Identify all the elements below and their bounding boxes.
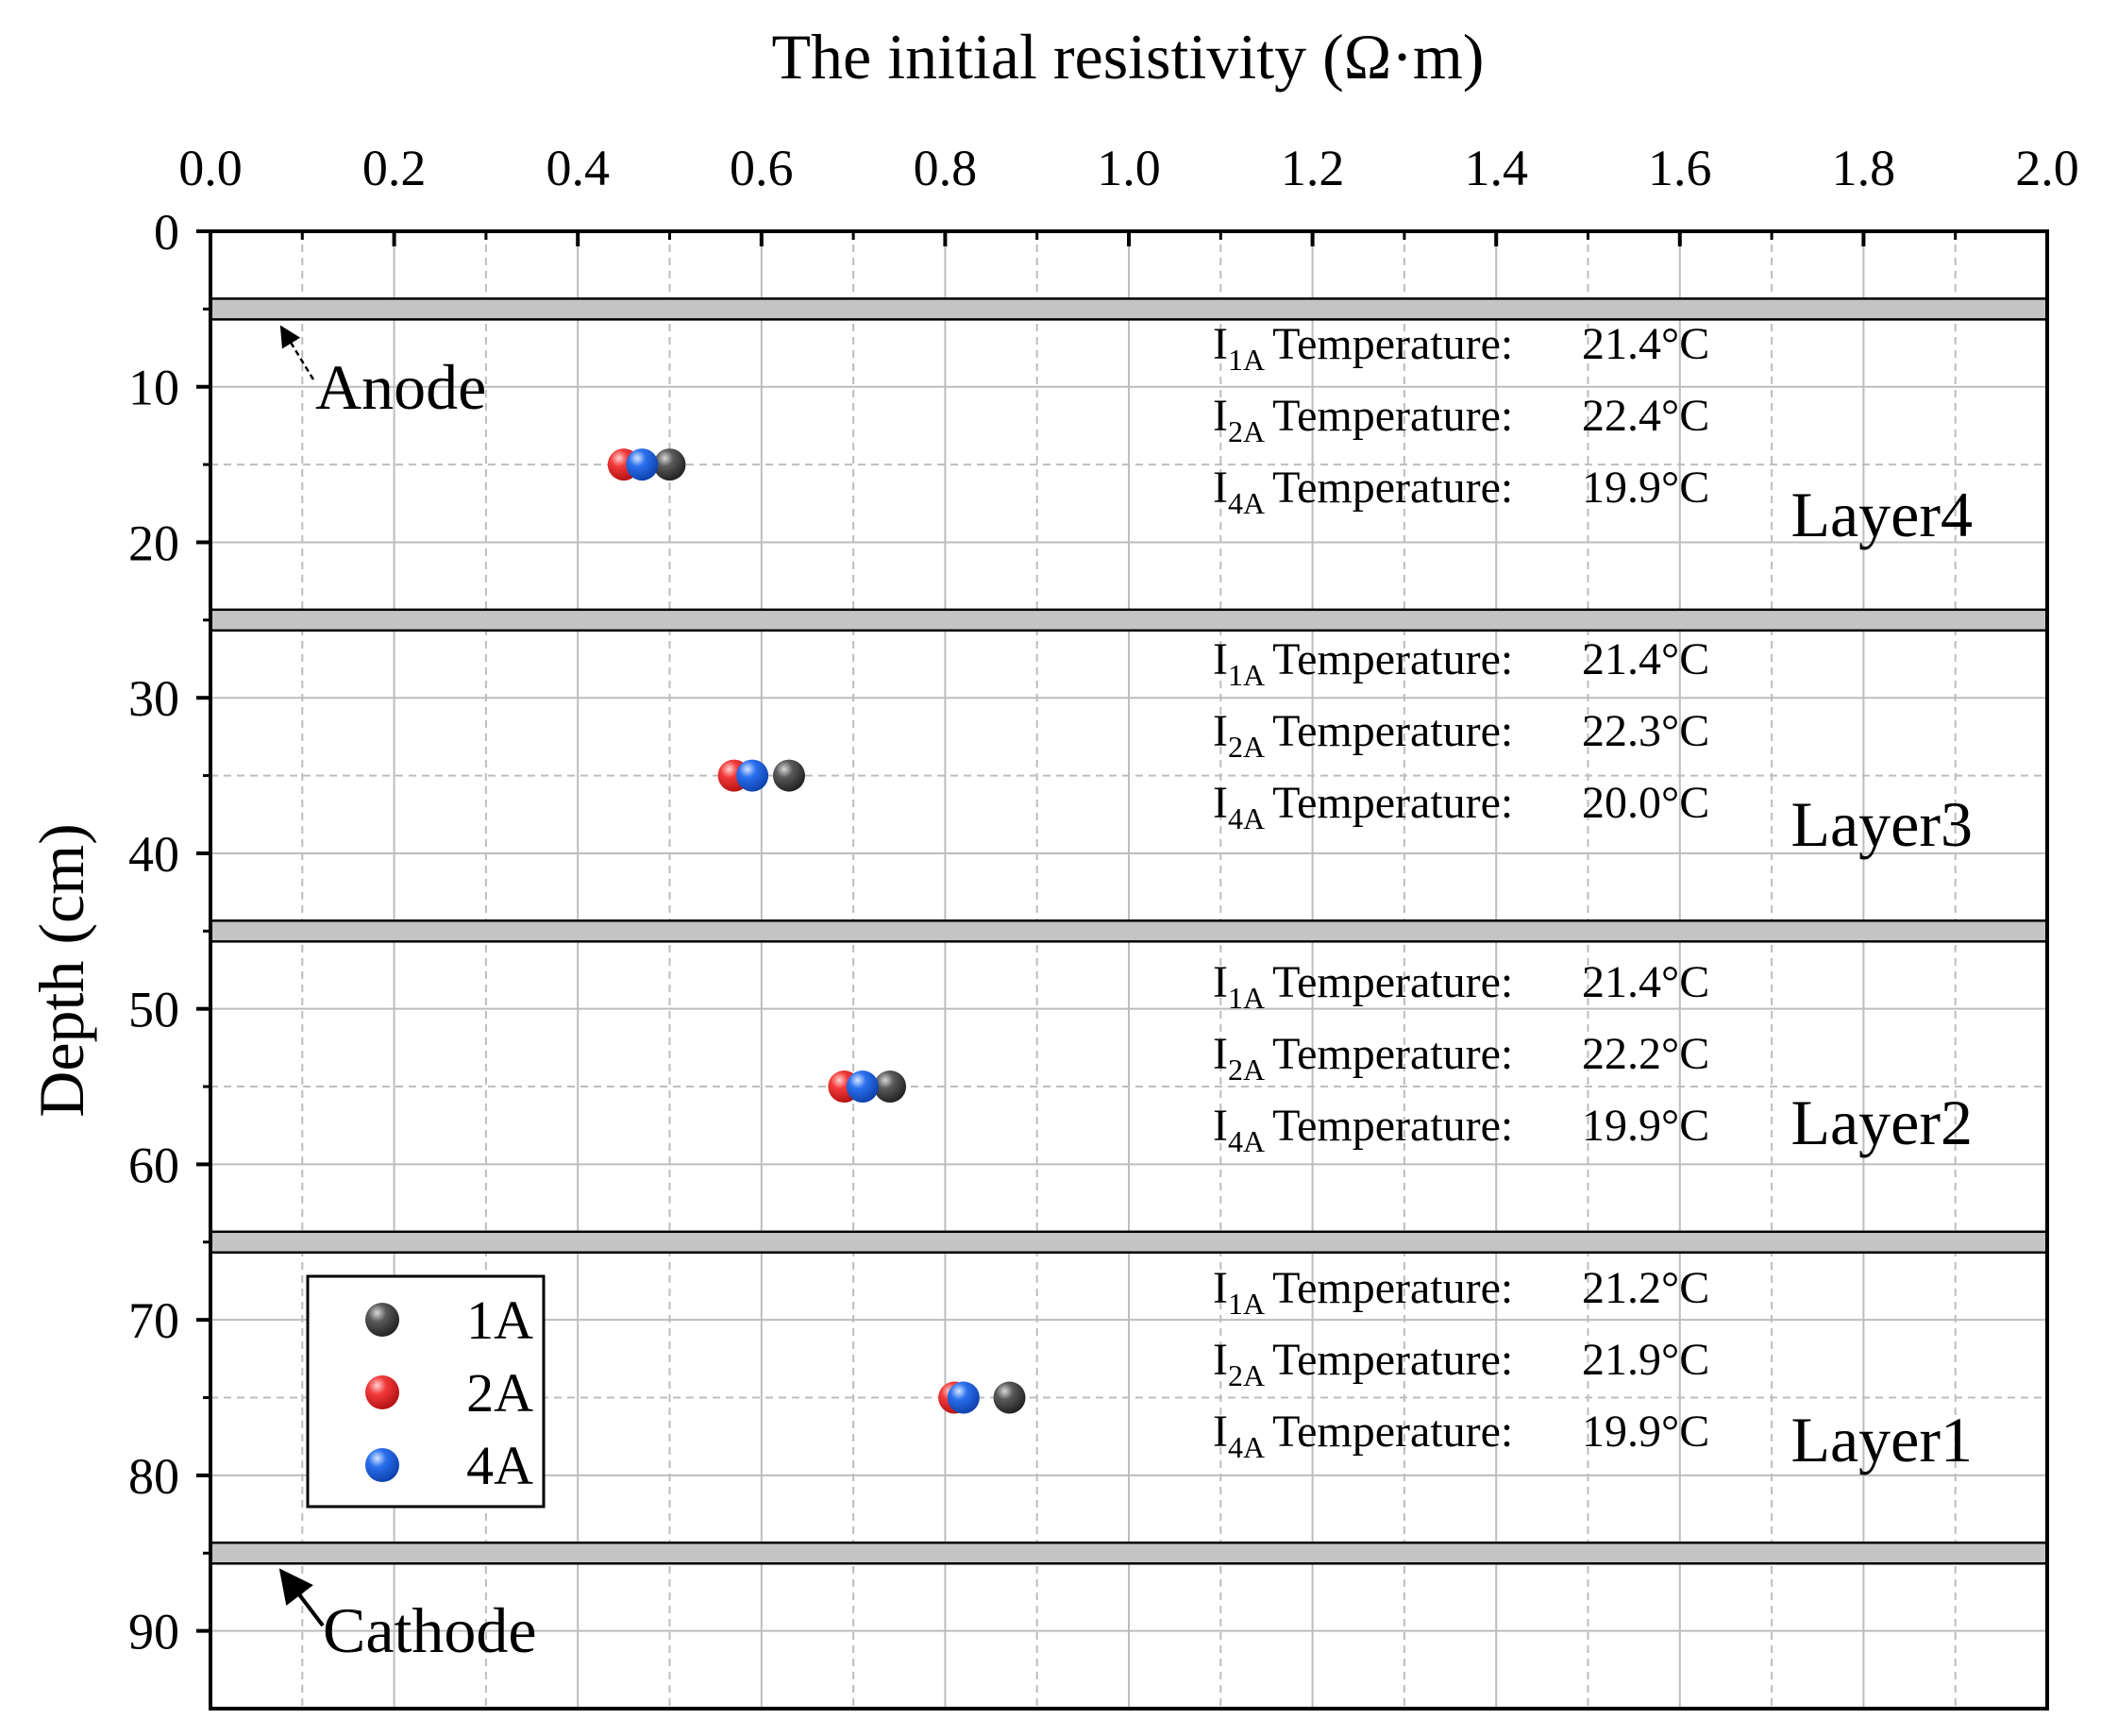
x-axis-title: The initial resistivity (Ω·m)	[772, 21, 1485, 93]
layer-separator-band	[209, 297, 2049, 321]
anode-label: Anode	[315, 351, 486, 423]
data-point-1A	[993, 1381, 1026, 1414]
temperature-value: 20.0°C	[1582, 778, 1709, 828]
y-tick-label: 30	[128, 670, 179, 727]
temperature-entry: I4A Temperature:	[1213, 778, 1513, 835]
x-tick-label: 1.6	[1648, 140, 1712, 196]
anode-arrow	[279, 325, 315, 380]
data-point-4A	[846, 1070, 879, 1104]
plot-frame	[209, 229, 2049, 1711]
y-axis-title: Depth (cm)	[25, 823, 97, 1118]
legend-marker-2A	[365, 1375, 399, 1409]
cathode-label: Cathode	[323, 1594, 537, 1666]
data-point-4A	[947, 1381, 980, 1414]
cathode-arrow	[278, 1568, 325, 1627]
data-point-1A	[653, 448, 686, 481]
legend-marker-1A	[365, 1303, 399, 1337]
legend-label-4A: 4A	[466, 1435, 533, 1496]
temperature-value: 19.9°C	[1582, 1407, 1709, 1457]
y-tick-label: 50	[128, 982, 179, 1038]
x-tick-label: 0.6	[730, 140, 794, 196]
layer-separator-band	[209, 919, 2049, 943]
layer-separator-band	[209, 1230, 2049, 1255]
legend-marker-4A	[365, 1448, 399, 1482]
y-tick-label: 70	[128, 1292, 179, 1349]
data-point-1A	[772, 759, 805, 792]
temperature-entry: I2A Temperature:	[1213, 1335, 1513, 1392]
temperature-entry: I2A Temperature:	[1213, 706, 1513, 764]
temperature-entry: I4A Temperature:	[1213, 463, 1513, 520]
legend-label-2A: 2A	[466, 1362, 533, 1424]
layer-name-label: Layer2	[1790, 1087, 1973, 1158]
temperature-value: 22.3°C	[1582, 706, 1709, 756]
temperature-entry: I2A Temperature:	[1213, 1029, 1513, 1087]
temperature-entry: I2A Temperature:	[1213, 391, 1513, 448]
annotations: Anode Cathode I1A Temperature: 21.4°C I2A Temp…	[278, 319, 1973, 1666]
temperature-value: 21.4°C	[1582, 319, 1709, 369]
temperature-entry: I1A Temperature:	[1213, 634, 1513, 692]
separator-bands	[209, 297, 2049, 1565]
layer-name-label: Layer1	[1790, 1404, 1973, 1475]
temperature-entry: I1A Temperature:	[1213, 319, 1513, 377]
temperature-entry: I1A Temperature:	[1213, 1263, 1513, 1321]
temperature-entry: I4A Temperature:	[1213, 1101, 1513, 1158]
y-tick-label: 60	[128, 1137, 179, 1193]
layer-name-label: Layer3	[1790, 788, 1973, 860]
data-points	[607, 448, 1026, 1414]
temperature-value: 22.2°C	[1582, 1029, 1709, 1079]
x-tick-label: 1.2	[1281, 140, 1345, 196]
temperature-value: 22.4°C	[1582, 391, 1709, 441]
y-tick-label: 10	[128, 360, 179, 416]
temperature-value: 19.9°C	[1582, 463, 1709, 513]
y-tick-label: 20	[128, 514, 179, 571]
layer-separator-band	[209, 608, 2049, 632]
legend: 1A 2A 4A	[306, 1274, 546, 1508]
data-point-4A	[736, 759, 769, 792]
x-tick-label: 1.0	[1097, 140, 1161, 196]
x-tick-label: 1.4	[1464, 140, 1528, 196]
y-tick-label: 80	[128, 1448, 179, 1505]
x-tick-label: 0.8	[914, 140, 978, 196]
temperature-entry: I1A Temperature:	[1213, 957, 1513, 1015]
y-tick-label: 90	[128, 1604, 179, 1660]
data-point-1A	[874, 1070, 907, 1104]
y-tick-label: 40	[128, 826, 179, 883]
layer-separator-band	[209, 1542, 2049, 1565]
temperature-value: 21.9°C	[1582, 1335, 1709, 1385]
temperature-value: 19.9°C	[1582, 1101, 1709, 1151]
x-tick-label: 0.4	[546, 140, 610, 196]
legend-label-1A: 1A	[466, 1289, 533, 1351]
legend-box	[306, 1274, 546, 1508]
y-tick-label: 0	[154, 204, 179, 261]
x-tick-label: 0.2	[362, 140, 427, 196]
temperature-entry: I4A Temperature:	[1213, 1407, 1513, 1464]
layer-name-label: Layer4	[1790, 479, 1973, 550]
temperature-value: 21.2°C	[1582, 1263, 1709, 1313]
x-tick-label: 0.0	[178, 140, 243, 196]
temperature-value: 21.4°C	[1582, 957, 1709, 1007]
temperature-value: 21.4°C	[1582, 634, 1709, 684]
x-tick-label: 2.0	[2015, 140, 2079, 196]
axis-ticks: 0.0 0.2 0.4 0.6 0.8 1.0 1.2 1.4 1.6 1.8 2.0 0 10 20 30…	[128, 140, 2079, 1660]
data-point-4A	[626, 448, 659, 481]
x-tick-label: 1.8	[1832, 140, 1896, 196]
